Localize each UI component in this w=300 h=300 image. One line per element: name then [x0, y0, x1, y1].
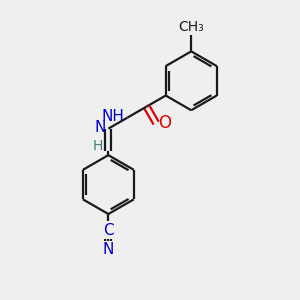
Text: N: N	[103, 242, 114, 257]
Text: NH: NH	[101, 109, 124, 124]
Text: H: H	[93, 139, 103, 153]
Text: N: N	[94, 120, 105, 135]
Text: C: C	[103, 223, 114, 238]
Text: CH₃: CH₃	[178, 20, 204, 34]
Text: O: O	[158, 114, 171, 132]
